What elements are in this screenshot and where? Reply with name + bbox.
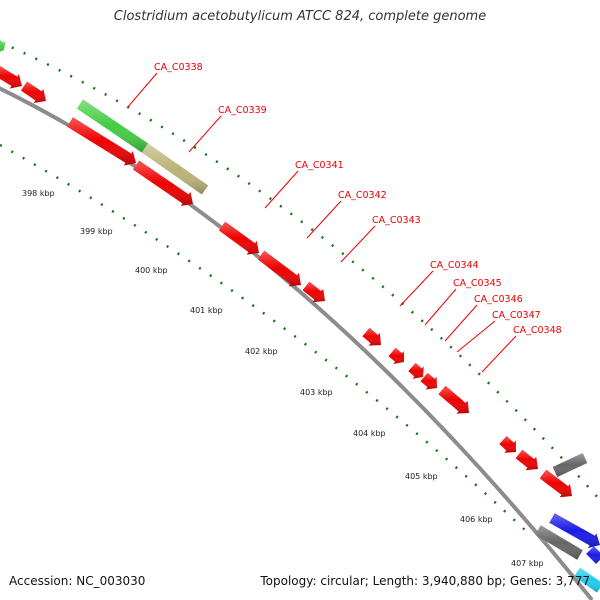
gene-label-ca-c0341: CA_C0341 (295, 160, 344, 171)
tick-label-402-kbp: 402 kbp (245, 347, 278, 356)
tick-label-401-kbp: 401 kbp (190, 306, 223, 315)
gene-labels: CA_C0338 CA_C0339 CA_C0341 CA_C0342 CA_C0343… (154, 62, 562, 336)
tick-label-407-kbp: 407 kbp (511, 559, 544, 568)
gene-label-ca-c0338: CA_C0338 (154, 62, 203, 73)
leader-line-ca-c0343 (340, 225, 376, 263)
gene-label-ca-c0345: CA_C0345 (453, 278, 502, 289)
tick-label-404-kbp: 404 kbp (353, 429, 386, 438)
accession-text: Accession: NC_003030 (9, 574, 146, 588)
map-title: Clostridium acetobutylicum ATCC 824, com… (113, 9, 487, 24)
tick-label-400-kbp: 400 kbp (135, 266, 168, 275)
tick-label-403-kbp: 403 kbp (300, 388, 333, 397)
tick-label-398-kbp: 398 kbp (22, 189, 55, 198)
feature-shading-15 (499, 436, 516, 453)
feature-shading-8 (257, 250, 301, 287)
features (0, 40, 600, 593)
leader-line-ca-c0338 (126, 72, 158, 109)
gene-label-leaders (126, 72, 517, 373)
feature-shading-16 (515, 449, 538, 471)
leader-line-ca-c0344 (399, 270, 434, 307)
gene-label-ca-c0344: CA_C0344 (430, 260, 479, 271)
feature-shading-9 (302, 281, 325, 303)
feature-shading-0 (0, 40, 6, 52)
inner-dotted-line (0, 143, 526, 531)
leader-line-ca-c0347 (456, 320, 496, 353)
feature-shading-10 (362, 327, 381, 346)
feature-shading-1 (0, 65, 22, 89)
gene-label-ca-c0343: CA_C0343 (372, 215, 421, 226)
gene-label-ca-c0348: CA_C0348 (513, 325, 562, 336)
feature-shading-11 (388, 347, 404, 364)
gene-label-ca-c0339: CA_C0339 (218, 105, 267, 116)
feature-shading-20 (549, 513, 600, 548)
feature-shading-7 (218, 221, 259, 255)
leader-line-ca-c0348 (481, 335, 517, 373)
tick-label-399-kbp: 399 kbp (80, 227, 113, 236)
feature-shading-5 (67, 117, 136, 166)
feature-shading-3 (76, 99, 149, 153)
feature-shading-6 (132, 160, 193, 206)
genome-summary: Topology: circular; Length: 3,940,880 bp… (260, 574, 590, 588)
gene-label-ca-c0342: CA_C0342 (338, 190, 387, 201)
gene-label-ca-c0346: CA_C0346 (474, 294, 523, 305)
feature-shading-13 (420, 372, 437, 390)
tick-labels: 398 kbp 399 kbp 400 kbp 401 kbp 402 kbp 403 k… (22, 189, 544, 568)
tick-label-405-kbp: 405 kbp (405, 472, 438, 481)
feature-shading-2 (20, 81, 46, 103)
feature-shading-18 (552, 453, 588, 477)
leader-line-ca-c0341 (264, 170, 299, 209)
leader-line-ca-c0339 (188, 115, 222, 153)
feature-shading-4 (141, 143, 209, 195)
leader-line-ca-c0342 (306, 200, 342, 239)
tick-label-406-kbp: 406 kbp (460, 515, 493, 524)
feature-shading-21 (586, 546, 600, 564)
gene-label-ca-c0347: CA_C0347 (492, 310, 541, 321)
leader-line-ca-c0345 (424, 288, 457, 326)
feature-shading-12 (408, 362, 424, 379)
feature-shading-19 (535, 525, 583, 560)
leader-line-ca-c0346 (444, 304, 478, 342)
feature-shading-17 (539, 469, 572, 498)
feature-shading-22 (573, 567, 600, 593)
feature-shading-14 (438, 385, 469, 414)
